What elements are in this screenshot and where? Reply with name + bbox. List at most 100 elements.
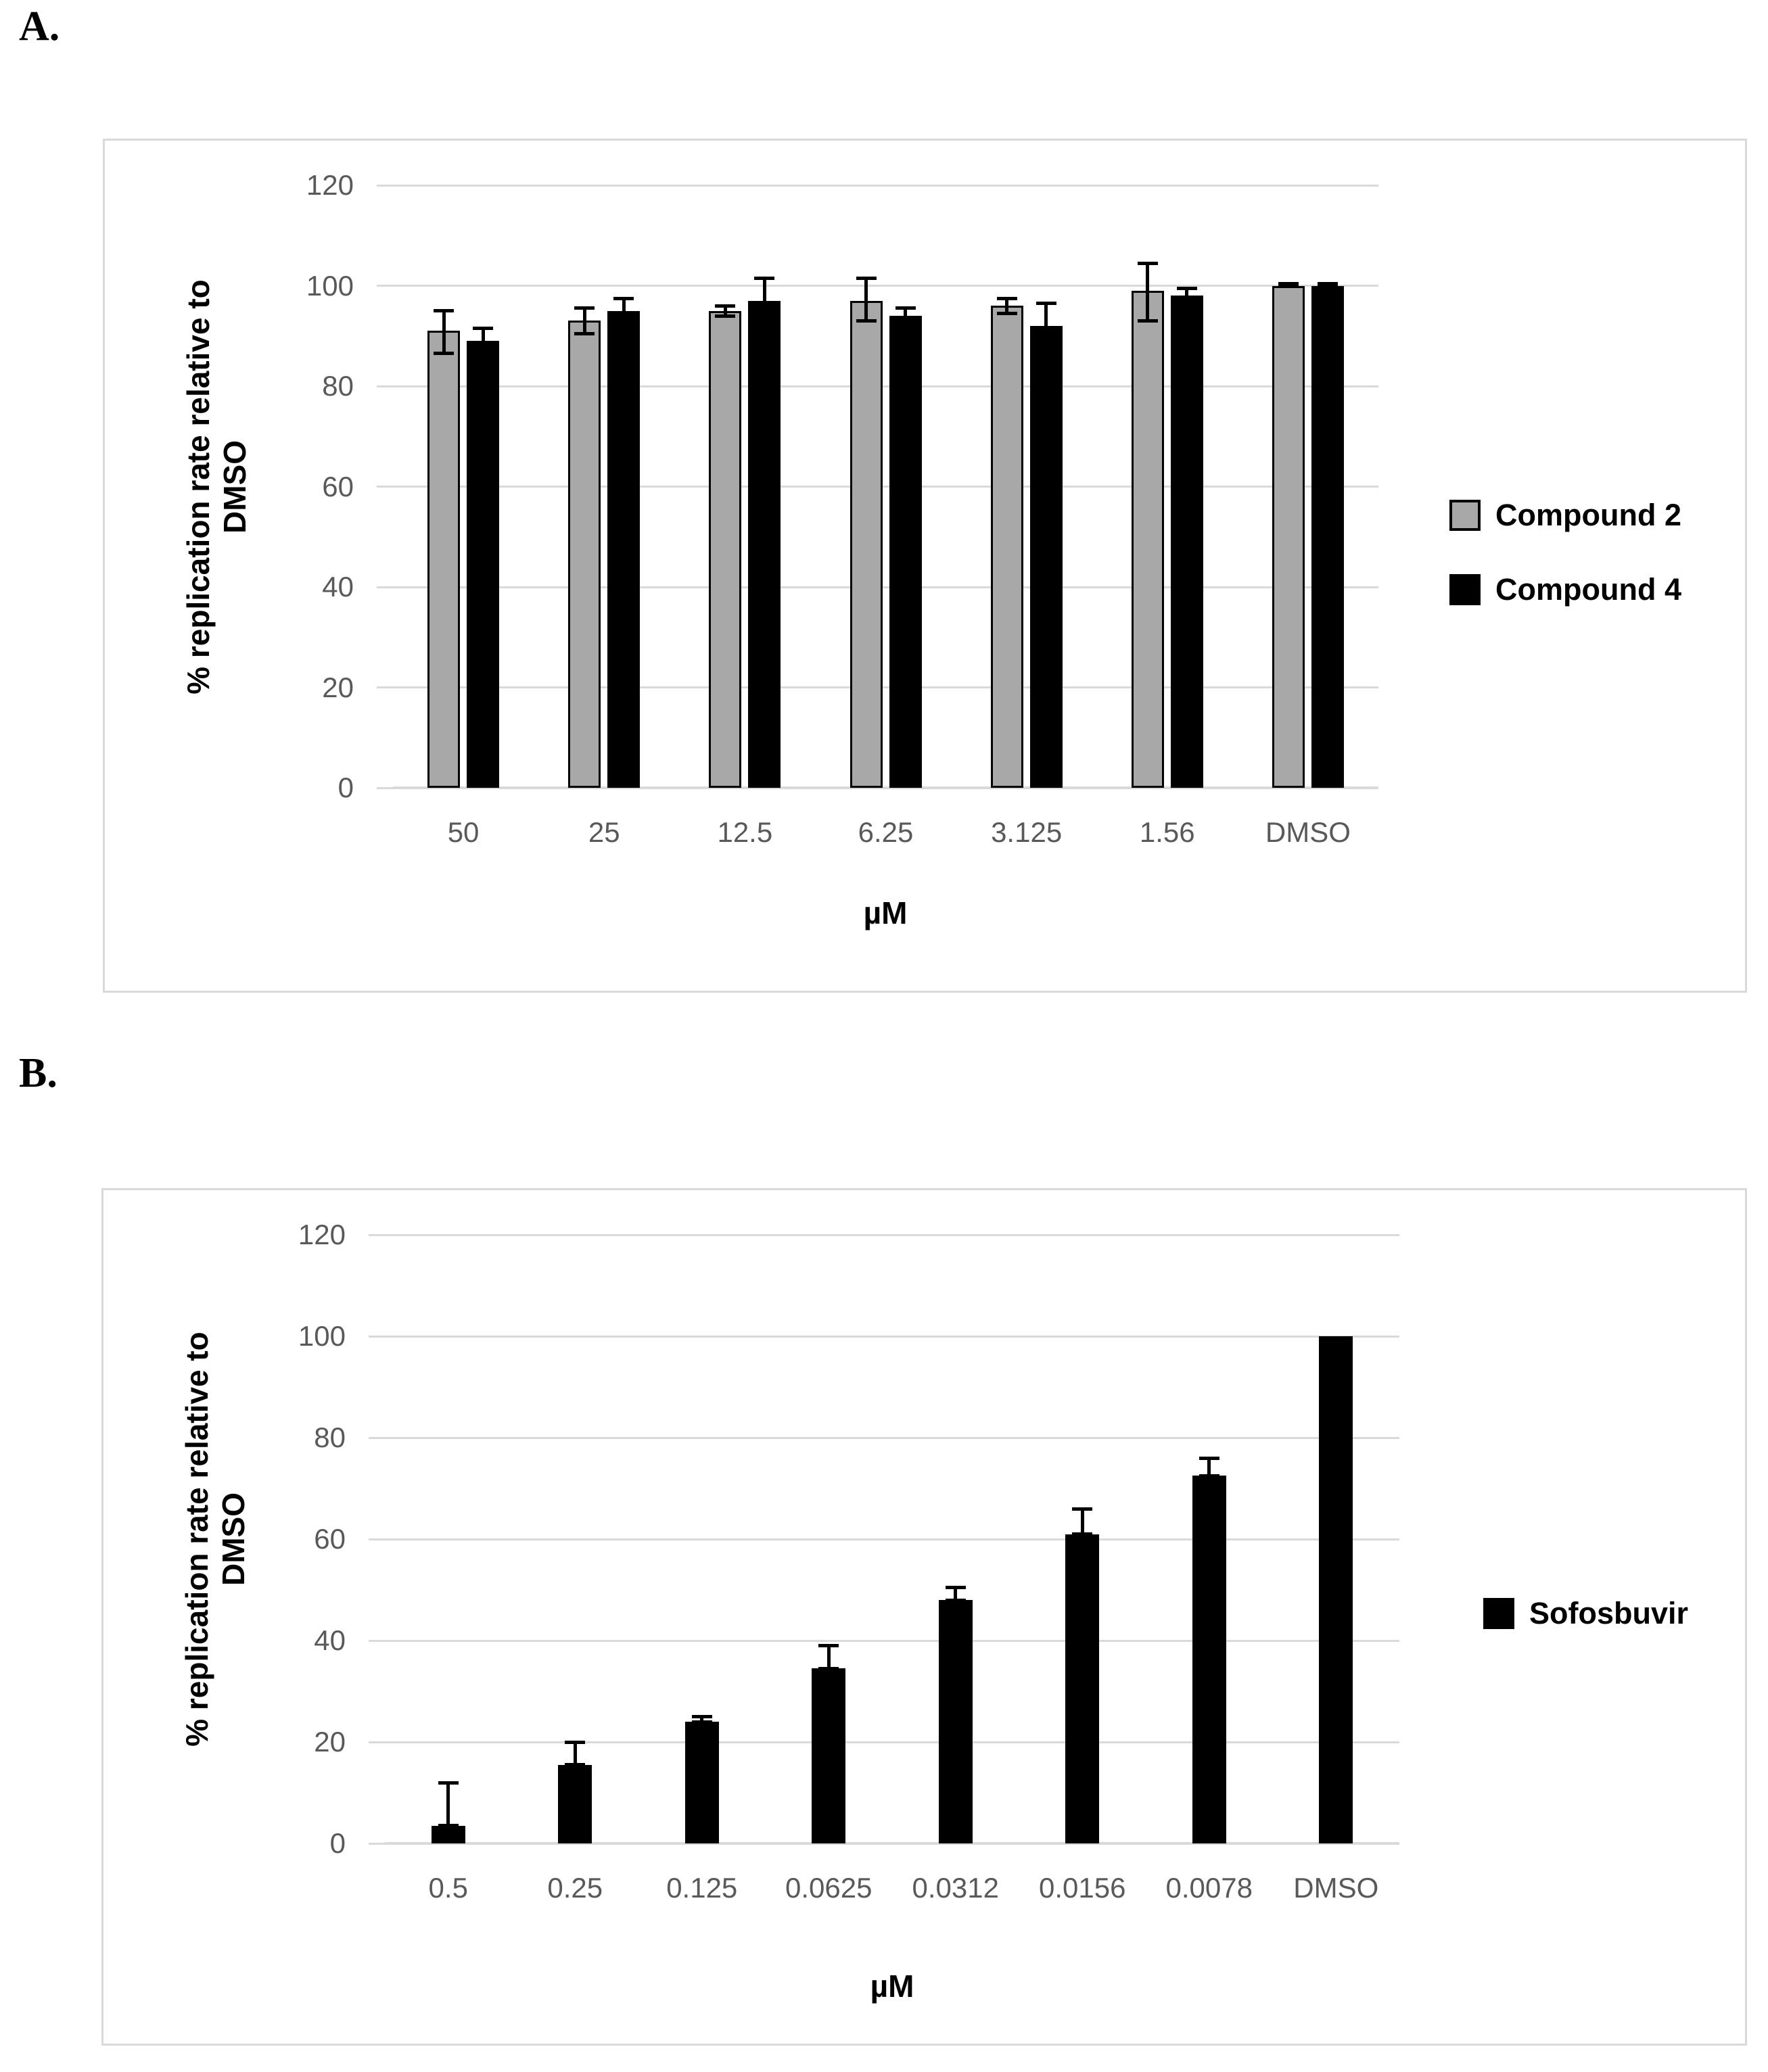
- error-bar-cap-bottom: [715, 314, 736, 318]
- error-bar: [904, 308, 907, 324]
- error-bar: [1044, 303, 1048, 349]
- error-bar-cap-bottom: [754, 321, 775, 325]
- bar-sofosbuvir-0.0156: [1065, 1534, 1100, 1843]
- y-tick-label-0: 0: [338, 772, 354, 803]
- error-bar-cap-top: [715, 304, 736, 308]
- x-tick-label-dmso: DMSO: [1293, 1872, 1379, 1904]
- y-tick-label-120: 120: [306, 169, 354, 201]
- x-tick-label-0.25: 0.25: [547, 1872, 603, 1904]
- gridline-y120: [385, 1233, 1399, 1236]
- bar-compound-2-dmso: [1272, 285, 1305, 788]
- bar-compound-2-1.56: [1131, 290, 1164, 788]
- y-tick-label-100: 100: [306, 269, 354, 302]
- x-axis-line: [393, 786, 1378, 789]
- y-tick-label-0: 0: [329, 1827, 346, 1859]
- bar-compound-2-25: [568, 321, 601, 788]
- error-bar: [1005, 298, 1009, 314]
- legend-b: Sofosbuvir: [1483, 1596, 1688, 1631]
- error-bar-cap-bottom: [856, 319, 877, 323]
- x-tick-label-0.0312: 0.0312: [912, 1872, 999, 1904]
- x-tick-label-dmso: DMSO: [1265, 816, 1351, 848]
- gridline-y20: [393, 686, 1378, 688]
- bar-sofosbuvir-0.0078: [1192, 1476, 1226, 1843]
- y-axis-title-b-line1: % replication rate relative to: [179, 1332, 214, 1747]
- gridline-y40: [385, 1639, 1399, 1642]
- error-bar: [762, 278, 766, 324]
- bar-sofosbuvir-0.0312: [938, 1600, 973, 1843]
- plot-area-a: 0 20 40 60 80 100 120 50 25 12.5 6.25 3.125 1.56 DMSO: [306, 171, 1378, 848]
- y-tick-label-80: 80: [314, 1421, 346, 1453]
- error-bar-cap-top: [996, 296, 1017, 300]
- error-bar-cap-top: [856, 276, 877, 280]
- error-bar-cap-top: [565, 1740, 586, 1744]
- x-axis-line: [385, 1842, 1399, 1845]
- error-bar-cap-top: [434, 309, 455, 313]
- error-bar: [723, 306, 727, 316]
- y-tick-mark-20: [377, 686, 393, 688]
- legend-item-sofosbuvir: Sofosbuvir: [1483, 1596, 1688, 1631]
- error-bar-cap-top: [818, 1644, 839, 1647]
- gridline-y80: [385, 1436, 1399, 1439]
- error-bar-cap-bottom: [473, 352, 494, 356]
- figure-label-b: B.: [19, 1050, 57, 1096]
- x-tick-label-0.5: 0.5: [428, 1872, 468, 1904]
- error-bar: [954, 1587, 958, 1600]
- x-tick-label-0.125: 0.125: [666, 1872, 738, 1904]
- y-tick-label-100: 100: [298, 1320, 346, 1352]
- error-bar-cap-bottom: [1317, 284, 1338, 287]
- bar-sofosbuvir-0.0625: [812, 1668, 846, 1843]
- y-tick-label-40: 40: [322, 571, 354, 603]
- legend-item-compound-4: Compound 4: [1449, 572, 1681, 607]
- bar-sofosbuvir-0.125: [684, 1722, 719, 1843]
- bar-compound-2-12.5: [709, 310, 742, 788]
- x-tick-label-50: 50: [447, 816, 480, 848]
- y-tick-mark-40: [369, 1639, 385, 1642]
- y-tick-label-80: 80: [322, 370, 354, 402]
- y-axis-title-a-line1: % replication rate relative to: [181, 279, 216, 694]
- y-tick-mark-100: [369, 1335, 385, 1338]
- gridline-y100: [385, 1335, 1399, 1338]
- error-bar-cap-bottom: [1137, 319, 1158, 323]
- gridline-y80: [393, 385, 1378, 387]
- y-tick-label-120: 120: [298, 1219, 346, 1250]
- y-tick-mark-60: [377, 486, 393, 488]
- error-bar-cap-top: [1199, 1456, 1219, 1460]
- error-bar-cap-top: [1137, 261, 1158, 265]
- y-tick-mark-0: [369, 1842, 385, 1845]
- error-bar-cap-top: [1317, 282, 1338, 286]
- gridline-y60: [393, 486, 1378, 488]
- bar-sofosbuvir-dmso: [1319, 1336, 1353, 1843]
- bar-compound-2-50: [427, 331, 461, 788]
- gridline-y20: [385, 1741, 1399, 1743]
- bar-compound-4-25: [607, 310, 641, 788]
- y-tick-mark-60: [369, 1538, 385, 1540]
- y-tick-mark-120: [377, 184, 393, 187]
- error-bar-cap-bottom: [613, 321, 634, 325]
- error-bar-cap-bottom: [1036, 346, 1056, 350]
- error-bar-cap-bottom: [434, 352, 455, 356]
- legend-swatch-compound-4: [1449, 574, 1481, 605]
- x-tick-label-0.0156: 0.0156: [1039, 1872, 1126, 1904]
- error-bar: [1146, 263, 1150, 321]
- error-bar-cap-top: [754, 276, 775, 280]
- x-axis-title-a: µM: [863, 895, 908, 931]
- error-bar: [700, 1716, 704, 1722]
- error-bar-cap-bottom: [1176, 302, 1197, 305]
- chart-panel-a: % replication rate relative to DMSO 0 20 4…: [103, 139, 1747, 993]
- error-bar: [446, 1783, 450, 1826]
- legend-label-compound-2: Compound 2: [1495, 498, 1681, 532]
- gridline-y120: [393, 184, 1378, 187]
- error-bar: [622, 298, 626, 324]
- y-tick-label-40: 40: [314, 1624, 346, 1656]
- gridline-y40: [393, 586, 1378, 588]
- error-bar: [1207, 1458, 1211, 1476]
- error-bar-cap-top: [945, 1585, 966, 1589]
- error-bar-cap-top: [438, 1781, 459, 1785]
- bar-compound-4-12.5: [748, 300, 781, 788]
- y-tick-label-20: 20: [314, 1726, 346, 1758]
- error-bar-cap-top: [1278, 282, 1299, 286]
- legend-label-sofosbuvir: Sofosbuvir: [1529, 1596, 1689, 1630]
- x-tick-label-12.5: 12.5: [717, 816, 773, 848]
- y-tick-mark-40: [377, 586, 393, 588]
- y-tick-mark-0: [377, 786, 393, 789]
